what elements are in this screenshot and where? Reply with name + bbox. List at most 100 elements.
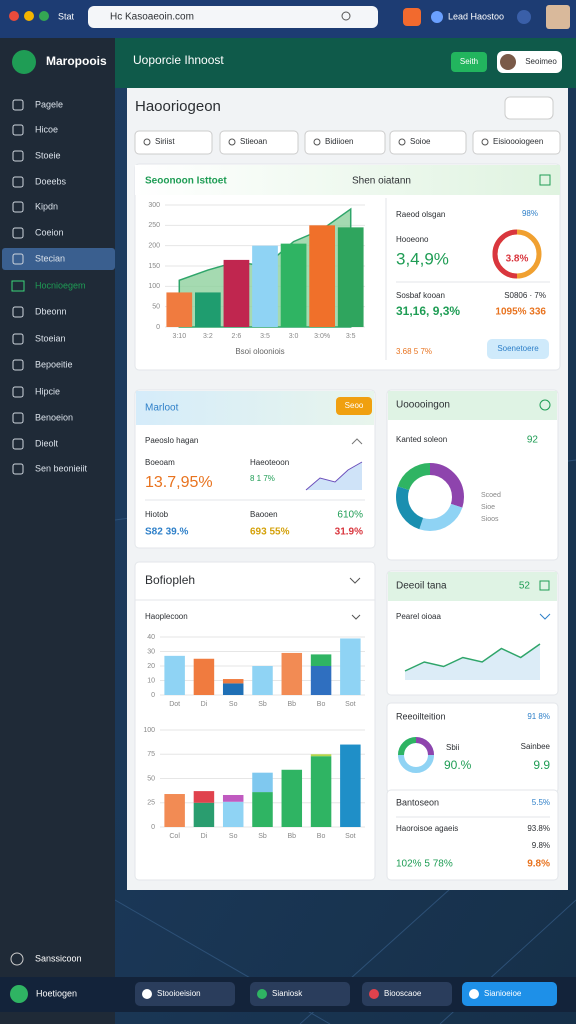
filter-button[interactable] — [304, 130, 386, 155]
filter-button[interactable] — [219, 130, 299, 155]
tool-button[interactable] — [504, 96, 554, 120]
header-button[interactable] — [451, 52, 487, 72]
item-icon — [12, 176, 24, 188]
donut-segment — [396, 463, 464, 531]
filter-icon — [143, 138, 151, 146]
bar — [223, 259, 250, 327]
menu-item[interactable]: Stecian — [35, 253, 65, 263]
y-tick-label: 50 — [147, 775, 155, 782]
chevron[interactable] — [351, 614, 361, 620]
menu-item[interactable]: Coeion — [35, 227, 64, 237]
stat-value: 91 8% — [527, 712, 550, 721]
bar — [164, 794, 185, 827]
nav-label: Stooioeision — [157, 989, 201, 998]
stat-value: 31.9% — [335, 527, 363, 538]
brand-name: Maropoois — [46, 54, 107, 68]
menu-item[interactable]: Kipdn — [35, 201, 58, 211]
menu-item[interactable]: Dbeonn — [35, 306, 67, 316]
menu-item[interactable]: Dieolt — [35, 438, 59, 448]
button-label: Seoo — [345, 401, 364, 410]
card-icon[interactable] — [539, 399, 551, 411]
mini-ring — [415, 737, 434, 756]
window-dot[interactable] — [24, 11, 34, 21]
menu-item[interactable]: Sen beonieiit — [35, 463, 88, 473]
item-icon — [12, 412, 24, 424]
x-tick-label: 3:5 — [260, 333, 270, 340]
avatar[interactable] — [546, 5, 570, 29]
y-tick-label: 250 — [148, 222, 160, 229]
filter-label: Eisioooiogeen — [493, 137, 543, 146]
bar — [281, 769, 303, 827]
window-dot[interactable] — [9, 11, 19, 21]
filter-label: Stieoan — [240, 137, 267, 146]
bar — [280, 243, 307, 327]
url-bar[interactable] — [88, 6, 378, 28]
stat-value: 9.9 — [533, 758, 550, 772]
legend-label: Sioe — [481, 504, 495, 511]
x-tick-label: So — [229, 833, 238, 840]
card-title: Seoonoon Isttoet — [145, 176, 227, 187]
user-icon — [10, 985, 28, 1003]
menu-item[interactable]: Bepoeitie — [35, 359, 73, 369]
item-icon — [12, 463, 24, 475]
filter-button[interactable] — [472, 130, 561, 155]
stat-value: 9.8% — [532, 841, 550, 850]
stat-label: Raeod olsgan — [396, 210, 445, 219]
item-icon — [12, 124, 24, 136]
bar — [222, 683, 244, 695]
bar — [252, 666, 273, 695]
nav-button[interactable] — [250, 982, 350, 1006]
sparkline — [305, 461, 363, 491]
x-tick-label: Bo — [317, 701, 326, 708]
menu-item[interactable]: Benoeion — [35, 412, 73, 422]
account-icon[interactable] — [517, 10, 531, 24]
y-tick-label: 100 — [143, 727, 155, 734]
filter-button[interactable] — [389, 130, 467, 155]
filter-label: Bidiioen — [325, 137, 353, 146]
chevron[interactable] — [349, 577, 361, 584]
filter-button[interactable] — [134, 130, 213, 155]
card-header — [388, 572, 557, 601]
card-subtitle: Pearel oioaa — [396, 612, 441, 621]
chevron[interactable] — [539, 613, 551, 620]
card-icon[interactable] — [539, 580, 550, 591]
chevron[interactable] — [351, 438, 363, 445]
x-tick-label: Bo — [317, 833, 326, 840]
filter-label: Soioe — [410, 137, 431, 146]
stat-value: 90.% — [444, 758, 472, 772]
balance-card — [386, 789, 559, 881]
bar — [222, 679, 244, 684]
market-button[interactable] — [336, 397, 372, 415]
menu-item[interactable]: Stoeian — [35, 333, 66, 343]
bar — [310, 666, 332, 695]
x-tick-label: Col — [169, 833, 180, 840]
ring-value: 3.8% — [506, 254, 529, 265]
x-tick-label: Sot — [345, 701, 356, 708]
menu-item[interactable]: Stoeie — [35, 150, 61, 160]
nav-button[interactable] — [135, 982, 235, 1006]
x-tick-label: Bb — [288, 833, 297, 840]
bar — [252, 772, 273, 793]
bar — [309, 225, 335, 327]
menu-item[interactable]: Doeebs — [35, 176, 67, 186]
menu-item[interactable]: Hocnioegem — [35, 280, 86, 290]
settings-icon[interactable] — [10, 952, 24, 966]
x-tick-label: Sb — [258, 701, 267, 708]
ext-icon[interactable] — [403, 8, 421, 26]
menu-item[interactable]: Hipcie — [35, 386, 60, 396]
y-tick-label: 30 — [147, 648, 155, 655]
line-area — [405, 644, 540, 680]
bottom-user: Hoetiogen — [36, 988, 77, 998]
x-tick-label: So — [229, 701, 238, 708]
main-button[interactable] — [487, 339, 549, 359]
shield-icon[interactable] — [431, 11, 443, 23]
window-dot[interactable] — [39, 11, 49, 21]
x-tick-label: 3:0 — [289, 333, 299, 340]
menu-item[interactable]: Pagele — [35, 99, 63, 109]
menu-item[interactable]: Hicoe — [35, 124, 58, 134]
search-icon[interactable] — [341, 11, 351, 21]
nav-button[interactable] — [362, 982, 452, 1006]
nav-button[interactable] — [462, 982, 557, 1006]
expand-icon[interactable] — [539, 174, 551, 186]
card-subtitle: Haoplecoon — [145, 612, 188, 621]
